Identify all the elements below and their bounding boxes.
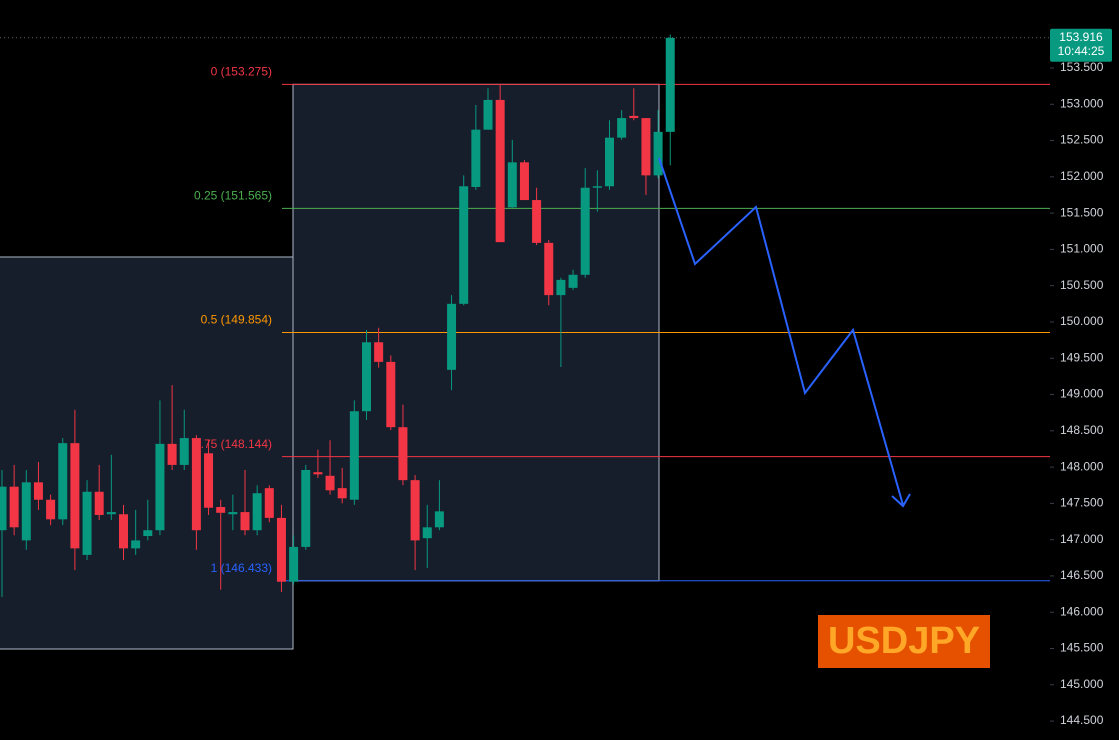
candle-body (519, 162, 529, 201)
candle-body (252, 493, 262, 531)
fib-label: 0.25 (151.565) (194, 189, 272, 203)
last-price-tag (1050, 28, 1112, 62)
candle-body (459, 186, 469, 304)
candle-body (641, 118, 651, 176)
candle-body (471, 129, 481, 187)
projection-path (658, 157, 904, 506)
candle-body (422, 527, 432, 539)
y-tick-label: 149.500 (1060, 350, 1104, 364)
range-box (0, 256, 294, 650)
candle-body (228, 512, 238, 515)
candle-body (179, 438, 189, 465)
candle-body (9, 486, 19, 528)
fib-label: 1 (146.433) (211, 561, 272, 575)
candle-body (33, 482, 43, 500)
candle-body (94, 491, 104, 515)
candle-body (532, 200, 542, 243)
candle-body (629, 115, 639, 119)
candle-body (143, 530, 153, 537)
y-tick-label: 153.500 (1060, 60, 1104, 74)
y-tick-label: 151.000 (1060, 242, 1104, 256)
price-axis: 144.500 145.000 145.500 146.000 146.500 147.0… (1050, 28, 1112, 727)
candle-body (410, 480, 420, 541)
y-tick-label: 148.000 (1060, 459, 1104, 473)
candle-body (264, 488, 274, 518)
symbol-badge (818, 615, 990, 668)
y-tick-label: 151.500 (1060, 205, 1104, 219)
y-tick-label: 149.000 (1060, 387, 1104, 401)
last-price-label: 153.916 (1059, 30, 1103, 44)
candle-body (665, 37, 675, 132)
candle-body (216, 506, 226, 513)
y-tick-label: 145.000 (1060, 677, 1104, 691)
candle-body (447, 303, 457, 370)
y-tick-label: 150.500 (1060, 278, 1104, 292)
y-tick-label: 153.000 (1060, 96, 1104, 110)
candle-body (155, 443, 165, 531)
candles (0, 34, 1050, 597)
candle-body (398, 427, 408, 481)
candle-body (191, 438, 201, 531)
candle-body (276, 517, 286, 582)
candle-body (507, 162, 517, 208)
y-tick-label: 144.500 (1060, 713, 1104, 727)
y-tick-label: 147.500 (1060, 496, 1104, 510)
candle-body (362, 342, 371, 412)
fib-label: 0.75 (148.144) (194, 437, 272, 451)
y-tick-label: 146.000 (1060, 604, 1104, 618)
candle-body (605, 137, 614, 187)
candle-body (313, 472, 323, 475)
candle-body (568, 274, 578, 288)
candle-body (119, 514, 128, 549)
countdown-label: 10:44:25 (1058, 44, 1105, 58)
projection-arrowhead (891, 493, 911, 508)
y-tick-label: 150.000 (1060, 314, 1104, 328)
candle-body (349, 411, 359, 500)
candle-body (301, 469, 311, 547)
candle-body (70, 443, 80, 549)
candle-body (46, 499, 56, 520)
candle-body (653, 131, 663, 176)
candle-body (167, 443, 177, 465)
candle-body (131, 540, 141, 549)
candle-body (434, 511, 444, 528)
y-tick-label: 147.000 (1060, 532, 1104, 546)
candle-body (483, 99, 493, 130)
candle-body (58, 443, 68, 520)
candle-body (337, 488, 347, 499)
y-tick-label: 152.500 (1060, 133, 1104, 147)
y-tick-label: 148.500 (1060, 423, 1104, 437)
symbol-label: USDJPY (828, 620, 980, 662)
candle-body (21, 482, 31, 541)
candle-body (495, 99, 505, 243)
fib-label: 0.5 (149.854) (201, 313, 272, 327)
candle-body (580, 187, 590, 275)
candle-body (592, 186, 602, 188)
candle-body (289, 546, 299, 582)
candle-body (386, 361, 396, 428)
candle-body (240, 512, 250, 531)
candle-body (617, 118, 627, 138)
y-tick-label: 152.000 (1060, 169, 1104, 183)
candle-body (0, 486, 7, 531)
candle-body (325, 475, 335, 491)
candle-body (82, 491, 92, 555)
y-tick-label: 145.500 (1060, 641, 1104, 655)
y-tick-label: 146.500 (1060, 568, 1104, 582)
candle-body (374, 342, 384, 362)
candle-body (544, 242, 554, 296)
candle-body (204, 453, 214, 508)
fib-label: 0 (153.275) (211, 64, 272, 78)
candle-body (106, 512, 116, 515)
candle-body (556, 279, 566, 296)
